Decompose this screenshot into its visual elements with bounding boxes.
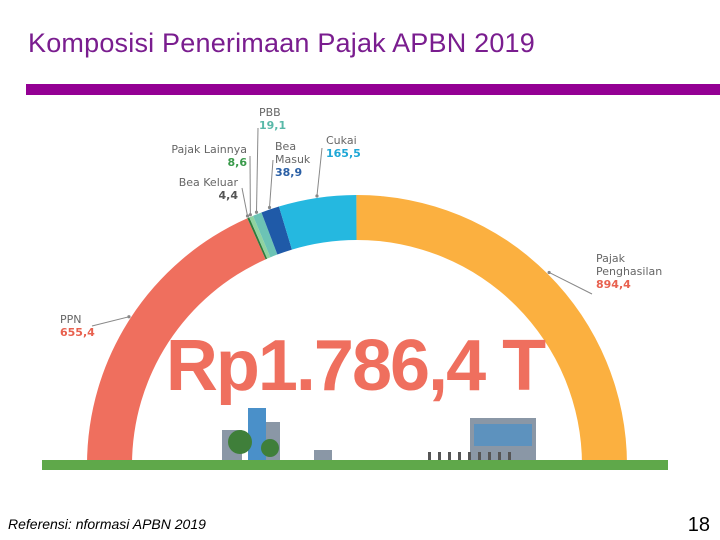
slice-name-bea-keluar: Bea Keluar [179, 176, 239, 189]
slice-name-bea-masuk: Masuk [275, 153, 311, 166]
person-figure [458, 452, 461, 460]
slice-bea-keluar [247, 217, 268, 260]
slice-value-pbb: 19,1 [259, 119, 286, 132]
person-figure [468, 452, 471, 460]
leader-dot-bea-masuk [267, 205, 272, 210]
slice-cukai [278, 195, 357, 250]
city-illustration [42, 408, 668, 470]
slice-pajak-penghasilan [356, 195, 627, 465]
slice-ppn [87, 218, 266, 465]
ground-strip [42, 460, 668, 470]
slice-pbb [253, 212, 278, 258]
leader-line-cukai [316, 147, 323, 197]
leader-dot-pajak-lainnya [248, 213, 252, 217]
slice-name-pbb: PBB [259, 106, 281, 119]
person-figure [428, 452, 431, 460]
office-windows [474, 424, 532, 446]
slice-name-ppn: PPN [60, 313, 82, 326]
slice-value-bea-masuk: 38,9 [275, 166, 302, 179]
leader-line-bea-masuk [269, 159, 274, 208]
slice-name-pajak-lainnya: Pajak Lainnya [171, 143, 247, 156]
slice-value-pajak-lainnya: 8,6 [228, 156, 248, 169]
slice-name-cukai: Cukai [326, 134, 357, 147]
slice-name-pajak-penghasilan: Penghasilan [596, 265, 662, 278]
leader-dot-cukai [315, 194, 319, 198]
slice-value-cukai: 165,5 [326, 147, 361, 160]
person-figure [448, 452, 451, 460]
slice-bea-masuk [261, 206, 292, 255]
tree-left [228, 430, 252, 454]
reference-note: Referensi: nformasi APBN 2019 [8, 516, 206, 532]
title-bar [26, 84, 720, 95]
page-number: 18 [687, 514, 710, 536]
tree-middle [261, 439, 279, 457]
leader-line-pbb [255, 127, 259, 213]
center-total-label: Rp1.786,4 T [166, 326, 546, 406]
slice-name-pajak-penghasilan: Pajak [596, 252, 626, 265]
slice-value-bea-keluar: 4,4 [219, 189, 239, 202]
leader-dot-pbb [254, 210, 259, 214]
leader-dot-bea-keluar [245, 214, 250, 218]
leader-line-bea-keluar [241, 187, 249, 217]
slide-title: Komposisi Penerimaan Pajak APBN 2019 [28, 28, 535, 58]
slice-value-ppn: 655,4 [60, 326, 95, 339]
leader-line-pajak-penghasilan [548, 272, 593, 295]
slice-name-bea-masuk: Bea [275, 140, 296, 153]
slice-pajak-lainnya [249, 215, 271, 259]
person-figure [508, 452, 511, 460]
person-figure [498, 452, 501, 460]
person-figure [488, 452, 491, 460]
leader-dot-pajak-penghasilan [547, 270, 551, 275]
slice-value-pajak-penghasilan: 894,4 [596, 278, 631, 291]
leader-line-ppn [91, 316, 130, 327]
person-figure [438, 452, 441, 460]
person-figure [478, 452, 481, 460]
leader-dot-ppn [127, 315, 131, 319]
kiosk [314, 450, 332, 460]
